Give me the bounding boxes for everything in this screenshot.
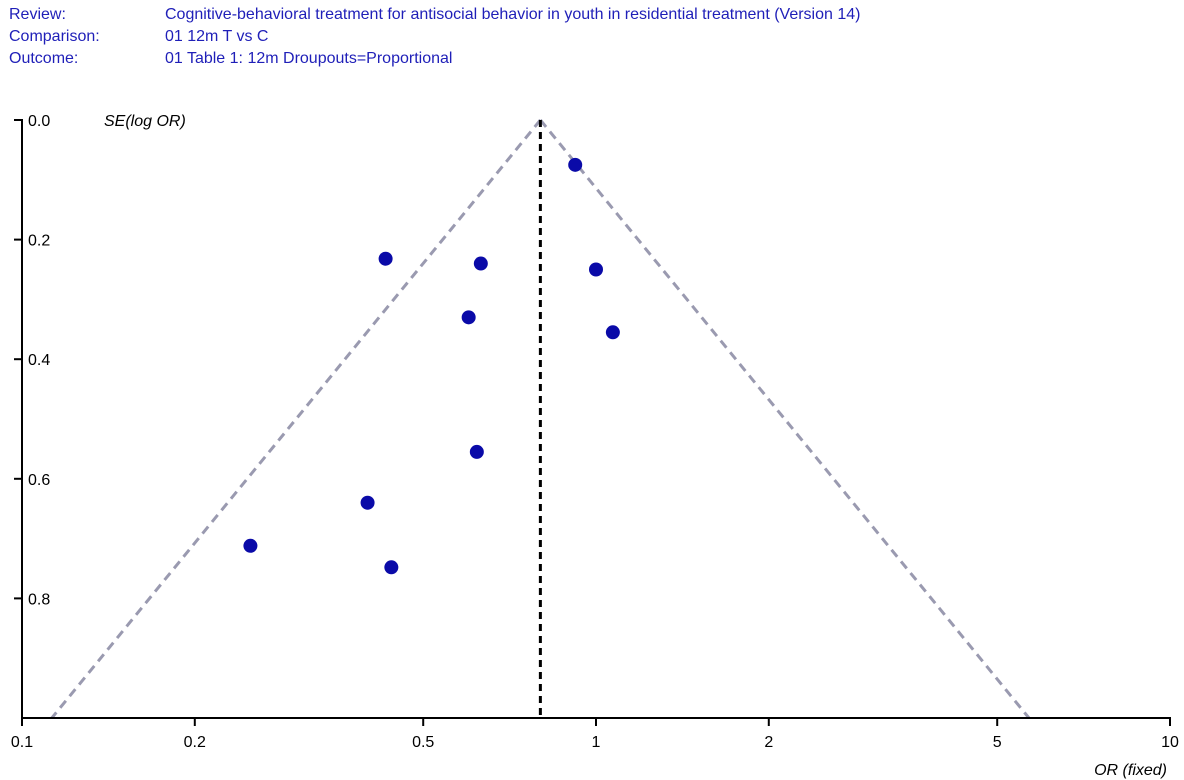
review-label: Review: [9, 6, 66, 23]
funnel-right-line [539, 119, 1031, 719]
review-row: Review: Cognitive-behavioral treatment f… [9, 4, 1179, 26]
y-tick-label: 0.4 [28, 352, 50, 369]
study-point [461, 310, 476, 325]
study-point [568, 157, 583, 172]
study-point [469, 444, 484, 459]
y-tick-label: 0.8 [28, 591, 50, 608]
outcome-value: 01 Table 1: 12m Droupouts=Proportional [165, 50, 453, 67]
funnel-layer [50, 119, 1031, 719]
outcome-row: Outcome: 01 Table 1: 12m Droupouts=Propo… [9, 48, 1179, 70]
x-tick-label: 0.2 [184, 734, 206, 751]
points-layer [243, 157, 620, 575]
study-point [378, 251, 393, 266]
x-axis-title: OR (fixed) [1094, 762, 1167, 779]
study-point [384, 560, 399, 575]
x-tick-label: 1 [592, 734, 601, 751]
y-axis-title: SE(log OR) [104, 113, 186, 130]
axes-layer: 0.0 0.2 0.4 0.6 0.8 0.1 0.2 0.5 1 2 5 10 [11, 113, 1179, 751]
y-tick-label: 0.6 [28, 472, 50, 489]
y-tick-label: 0.2 [28, 233, 50, 250]
y-tick-label: 0.0 [28, 113, 50, 130]
comparison-label: Comparison: [9, 28, 100, 45]
x-tick-label: 2 [764, 734, 773, 751]
x-tick-label: 0.1 [11, 734, 33, 751]
funnel-left-line [50, 119, 542, 719]
x-tick-label: 10 [1161, 734, 1179, 751]
x-tick-label: 0.5 [412, 734, 434, 751]
study-point [473, 256, 488, 271]
review-value: Cognitive-behavioral treatment for antis… [165, 6, 861, 23]
study-point [360, 495, 375, 510]
study-point [589, 262, 603, 277]
chart-header: Review: Cognitive-behavioral treatment f… [9, 4, 1179, 70]
outcome-label: Outcome: [9, 50, 79, 67]
study-point [243, 538, 258, 553]
study-point [605, 325, 620, 340]
x-tick-label: 5 [993, 734, 1002, 751]
comparison-row: Comparison: 01 12m T vs C [9, 26, 1179, 48]
comparison-value: 01 12m T vs C [165, 28, 269, 45]
